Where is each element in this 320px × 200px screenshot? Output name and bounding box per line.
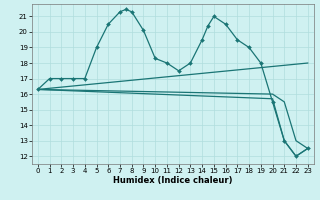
X-axis label: Humidex (Indice chaleur): Humidex (Indice chaleur) bbox=[113, 176, 233, 185]
